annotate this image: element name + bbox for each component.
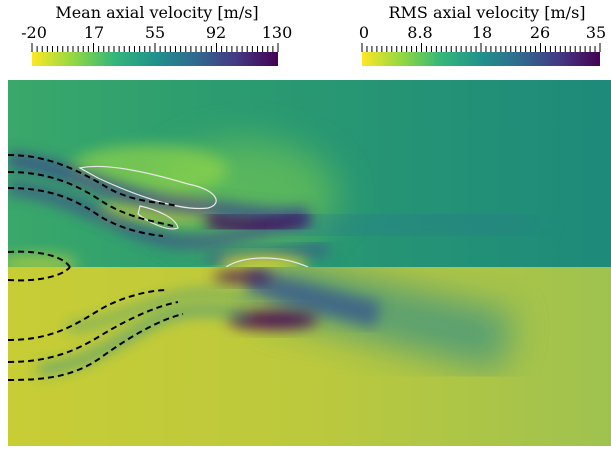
mean-velocity-colorbar-title: Mean axial velocity [m/s] [55, 3, 259, 22]
mean-velocity-tick-label: -20 [21, 23, 47, 42]
mean-velocity-colorbar-gradient [31, 43, 279, 66]
mean-velocity-colorbar: Mean axial velocity [m/s] -20 17 55 92 1… [21, 0, 293, 72]
mean-velocity-tick-label: 130 [261, 23, 293, 42]
rms-velocity-tick-label: 18 [471, 23, 493, 42]
rms-velocity-tick-label: 8.8 [407, 23, 433, 42]
mean-velocity-tick-label: 55 [144, 23, 166, 42]
rms-velocity-tick-label: 26 [529, 23, 551, 42]
mean-velocity-field [8, 80, 611, 267]
mean-velocity-tick-label: 92 [205, 23, 227, 42]
rms-velocity-tick-labels: 0 8.8 18 26 35 [352, 24, 611, 44]
rms-velocity-tick-label: 0 [358, 23, 370, 42]
rms-velocity-tick-label: 35 [585, 23, 607, 42]
mean-velocity-tick-labels: -20 17 55 92 130 [21, 23, 293, 44]
rms-velocity-colorbar-title: RMS axial velocity [m/s] [388, 3, 586, 22]
rms-velocity-colorbar: RMS axial velocity [m/s] 0 8.8 18 26 35 [352, 0, 611, 72]
velocity-field-plot [8, 80, 611, 446]
rms-velocity-field [8, 267, 611, 446]
mean-velocity-tick-label: 17 [83, 23, 105, 42]
rms-velocity-colorbar-gradient [361, 43, 601, 66]
